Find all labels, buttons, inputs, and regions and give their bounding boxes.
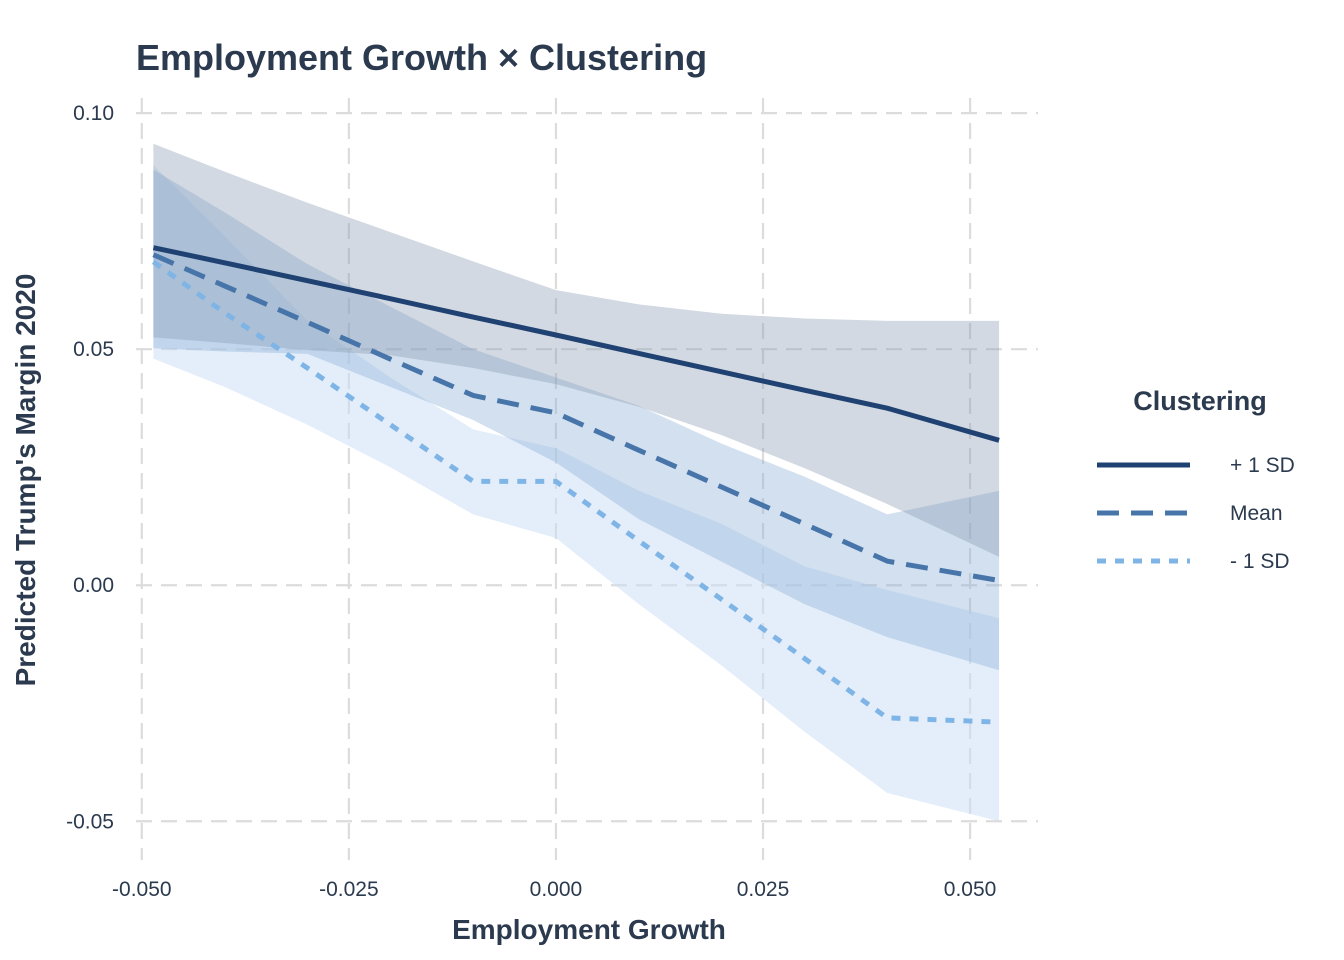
axis-ticks: -0.050 -0.025 0.000 0.025 0.050 -0.05 0.00 0.05…: [66, 102, 996, 901]
grid-lines: [136, 98, 1038, 860]
y-tick-label: 0.10: [73, 102, 114, 125]
legend: Clustering + 1 SD Mean - 1 SD: [1097, 386, 1295, 573]
x-tick-label: -0.025: [319, 878, 379, 901]
x-tick-label: -0.050: [112, 878, 172, 901]
series-lines: [151, 245, 1000, 725]
series-line: [152, 245, 1000, 443]
x-tick-label: 0.050: [944, 878, 997, 901]
y-tick-label: 0.05: [73, 338, 114, 361]
legend-label: Mean: [1230, 502, 1283, 525]
x-axis-label: Employment Growth: [452, 914, 726, 945]
chart-title: Employment Growth × Clustering: [136, 37, 707, 78]
x-tick-label: 0.025: [737, 878, 790, 901]
y-axis-label: Predicted Trump's Margin 2020: [10, 274, 41, 687]
series-line: [151, 259, 1000, 725]
confidence-band: [153, 143, 1000, 557]
x-tick-label: 0.000: [530, 878, 583, 901]
legend-label: - 1 SD: [1230, 550, 1290, 573]
y-tick-label: 0.00: [73, 574, 114, 597]
confidence-bands: [153, 143, 1000, 822]
series-line: [152, 252, 1000, 583]
y-tick-label: -0.05: [66, 810, 114, 833]
legend-label: + 1 SD: [1230, 454, 1295, 477]
legend-title: Clustering: [1133, 386, 1267, 416]
